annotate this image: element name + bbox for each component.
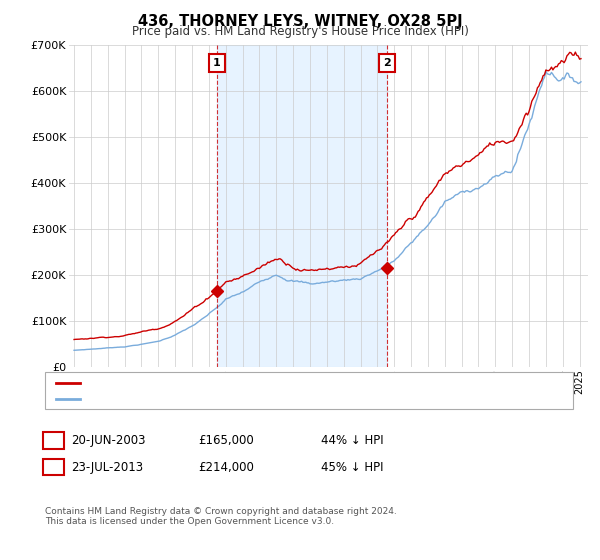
Text: 1: 1 bbox=[213, 58, 221, 68]
Text: 20-JUN-2003: 20-JUN-2003 bbox=[71, 434, 145, 447]
Text: 2: 2 bbox=[383, 58, 391, 68]
Text: 45% ↓ HPI: 45% ↓ HPI bbox=[321, 460, 383, 474]
Text: 1: 1 bbox=[49, 434, 58, 447]
Text: Contains HM Land Registry data © Crown copyright and database right 2024.
This d: Contains HM Land Registry data © Crown c… bbox=[45, 507, 397, 526]
Text: £214,000: £214,000 bbox=[198, 460, 254, 474]
Text: 44% ↓ HPI: 44% ↓ HPI bbox=[321, 434, 383, 447]
Text: 436, THORNEY LEYS, WITNEY, OX28 5PJ (detached house): 436, THORNEY LEYS, WITNEY, OX28 5PJ (det… bbox=[84, 377, 399, 388]
Text: 23-JUL-2013: 23-JUL-2013 bbox=[71, 460, 143, 474]
Text: Price paid vs. HM Land Registry's House Price Index (HPI): Price paid vs. HM Land Registry's House … bbox=[131, 25, 469, 38]
Text: HPI: Average price, detached house, West Oxfordshire: HPI: Average price, detached house, West… bbox=[84, 394, 380, 404]
Text: £165,000: £165,000 bbox=[198, 434, 254, 447]
Bar bbox=[217, 45, 387, 367]
Text: 436, THORNEY LEYS, WITNEY, OX28 5PJ: 436, THORNEY LEYS, WITNEY, OX28 5PJ bbox=[137, 14, 463, 29]
Text: 2: 2 bbox=[49, 460, 58, 474]
